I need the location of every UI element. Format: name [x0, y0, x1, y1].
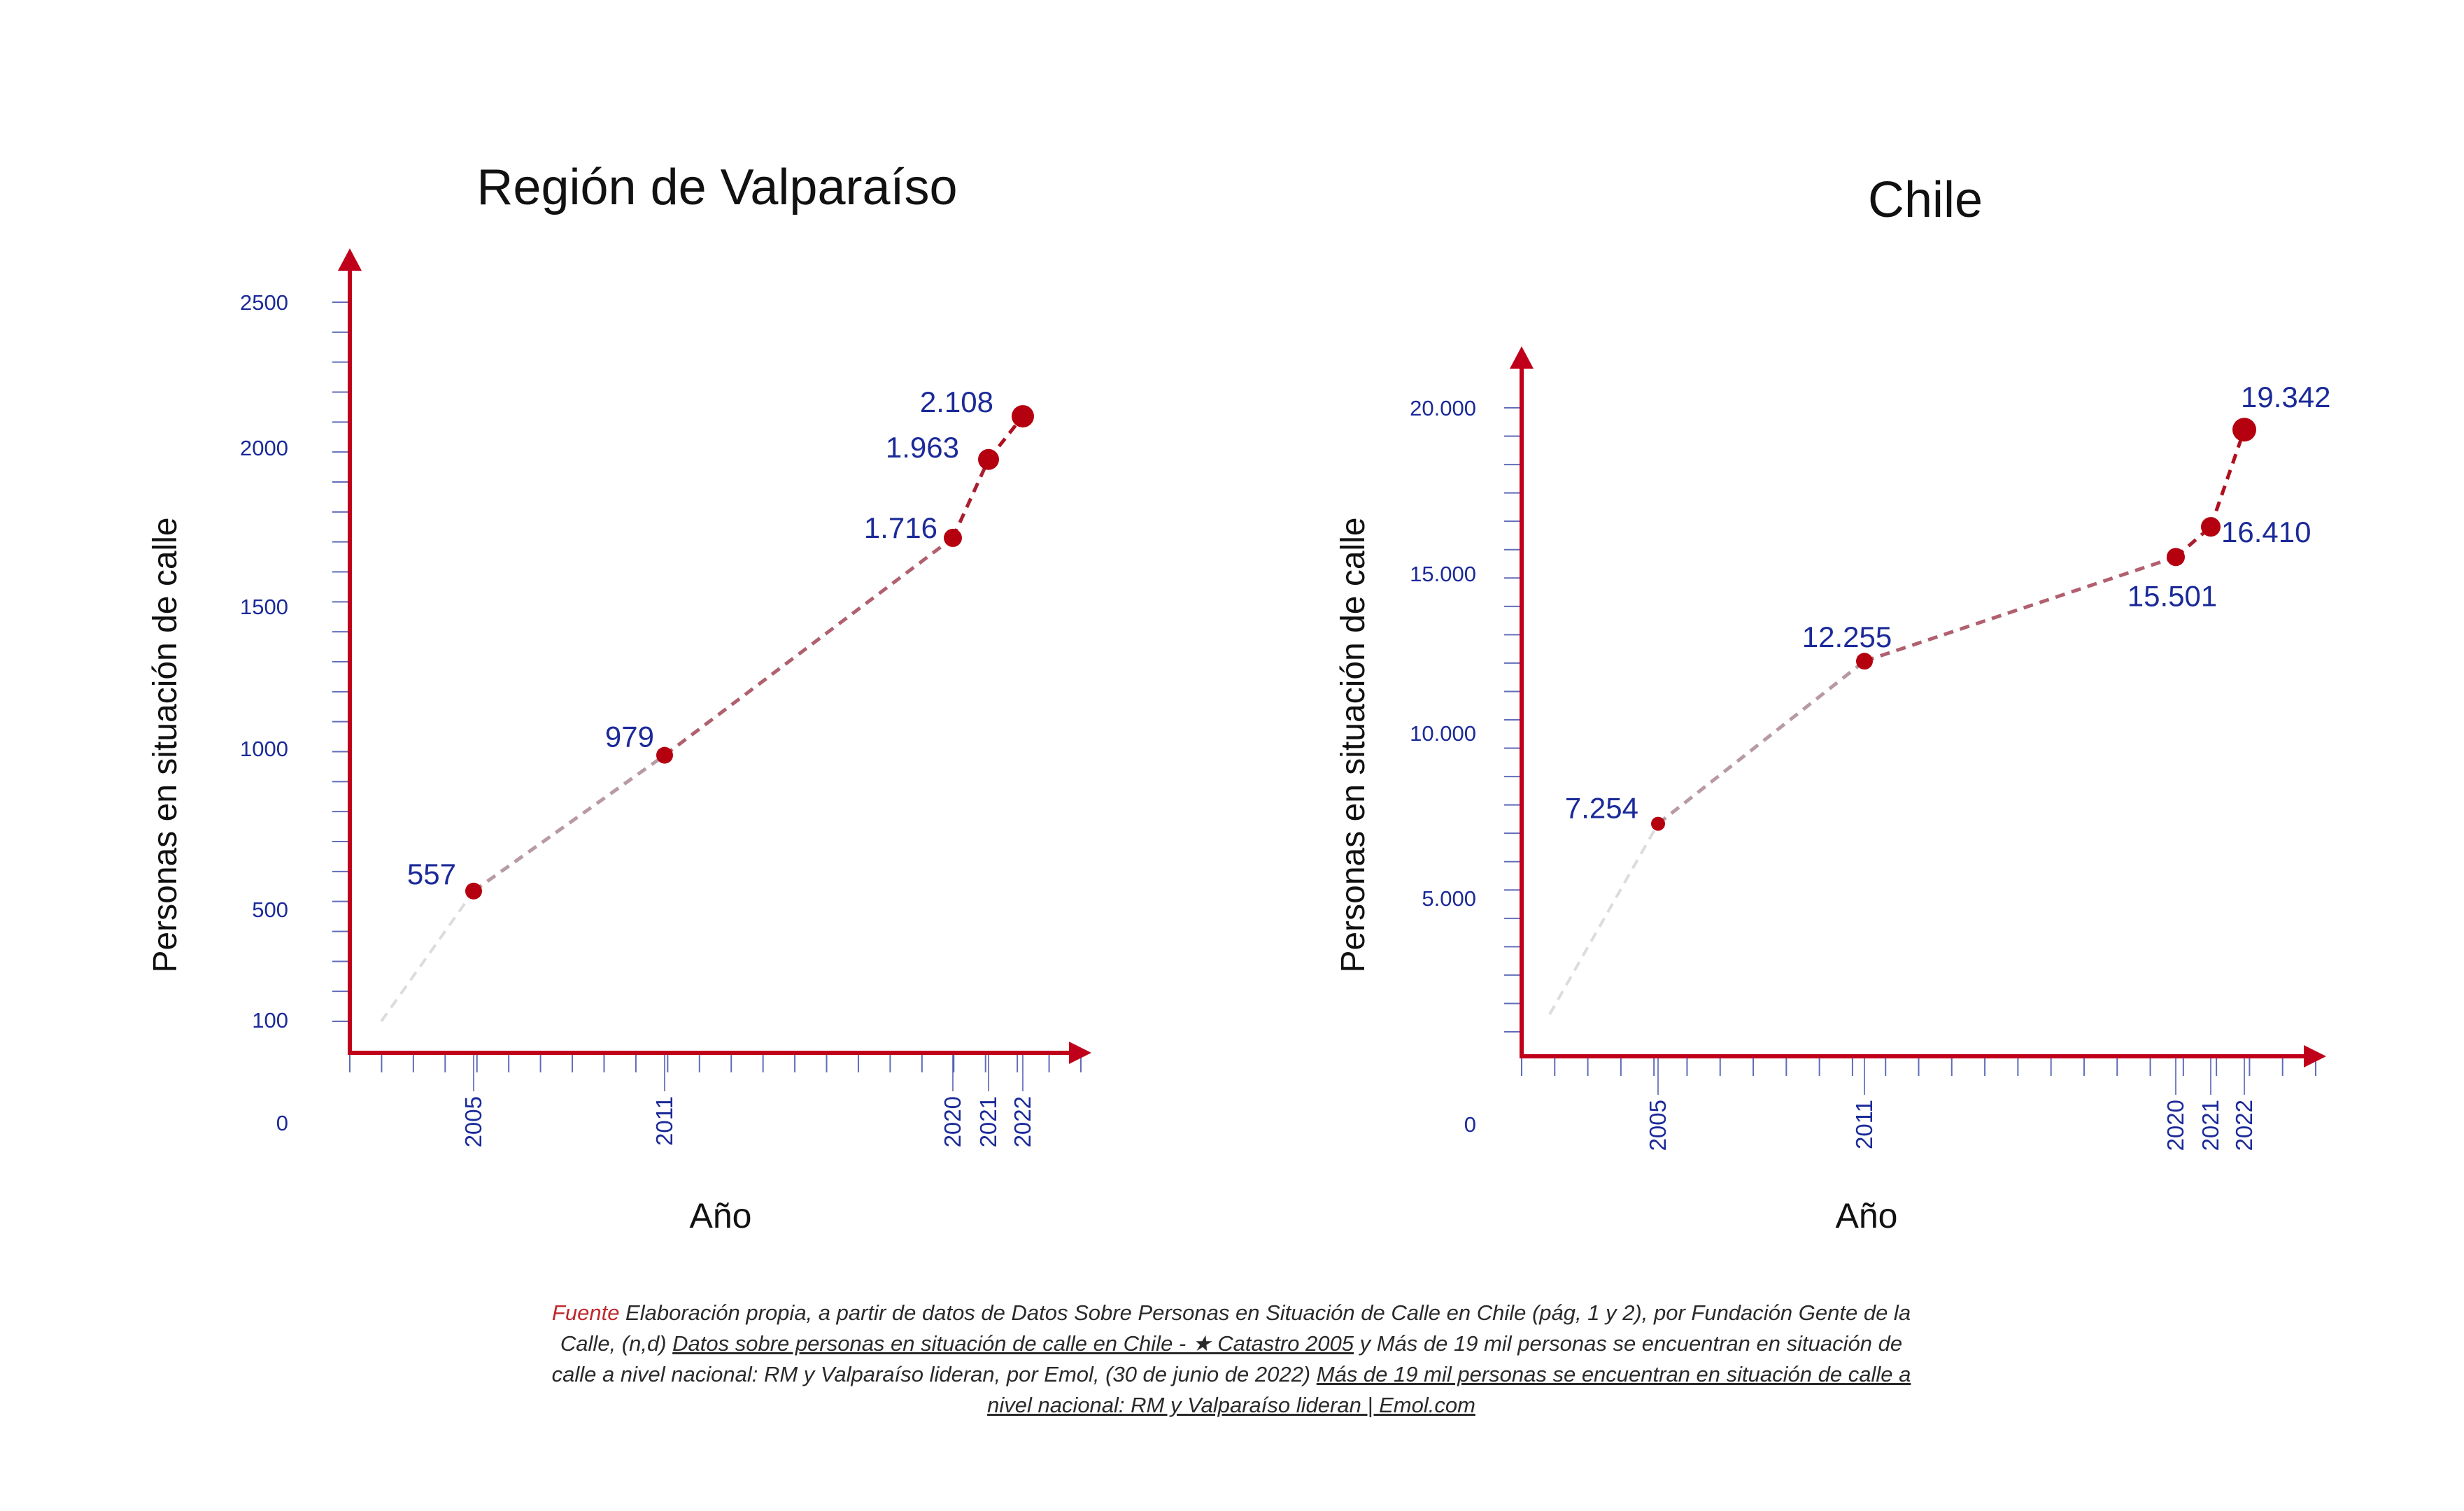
data-point: [2201, 517, 2221, 537]
x-tick-label: 2022: [2231, 1100, 2257, 1151]
data-point: [2167, 548, 2185, 567]
x-tick-label: 2005: [460, 1096, 486, 1147]
x-axis-label: Año: [1836, 1196, 1898, 1235]
y-tick-label: 20.000: [1410, 396, 1476, 420]
data-label: 15.501: [2127, 579, 2217, 612]
x-tick-label: 2021: [975, 1096, 1001, 1147]
data-point: [656, 746, 673, 764]
source-caption: Fuente Elaboración propia, a partir de d…: [546, 1298, 1917, 1421]
chart-title: Región de Valparaíso: [476, 159, 957, 215]
y-axis-arrow: [1510, 346, 1534, 369]
y-tick-label: 1000: [240, 737, 288, 761]
series-line-segment: [2209, 429, 2246, 527]
data-point: [465, 882, 482, 900]
data-label: 12.255: [1802, 620, 1892, 653]
data-label: 2.108: [920, 385, 993, 418]
y-tick-label: 2000: [240, 436, 288, 460]
data-label: 19.342: [2241, 381, 2330, 413]
caption-source-label: Fuente: [551, 1300, 620, 1325]
y-axis-arrow: [338, 248, 362, 271]
x-tick-label: 2011: [651, 1096, 677, 1146]
x-tick-label: 2020: [940, 1096, 965, 1147]
x-axis-label: Año: [690, 1196, 752, 1235]
x-tick-label: 2011: [1851, 1100, 1877, 1149]
data-label: 7.254: [1565, 792, 1638, 825]
caption-link-2[interactable]: Más de 19 mil personas se encuentran en …: [987, 1362, 1911, 1417]
y-tick-label: 0: [1464, 1112, 1476, 1137]
data-point: [978, 448, 999, 470]
data-label: 1.963: [886, 431, 959, 464]
y-axis-label: Personas en situación de calle: [147, 517, 184, 972]
series-line-lead: [1548, 823, 1659, 1015]
y-tick-label: 1500: [240, 595, 288, 619]
x-tick-label: 2021: [2197, 1100, 2223, 1151]
chart-region-valparaiso: Región de Valparaíso Año Personas en situa…: [147, 159, 1091, 1235]
caption-text-2: y Más de 19 mil personas se encuentran e…: [551, 1331, 1903, 1386]
data-point: [1651, 816, 1665, 831]
x-tick-label: 2005: [1645, 1100, 1671, 1151]
data-label: 16.410: [2221, 516, 2311, 548]
y-tick-label: 2500: [240, 290, 288, 315]
data-point: [1856, 653, 1873, 670]
data-point: [1012, 405, 1034, 428]
y-tick-label: 100: [252, 1008, 288, 1033]
data-label: 979: [605, 721, 654, 753]
data-point: [944, 528, 962, 547]
y-tick-label: 500: [252, 898, 288, 922]
data-label: 1.716: [864, 511, 937, 544]
series-line-lead: [380, 890, 475, 1023]
series-line-segment: [1657, 660, 1866, 825]
series-line-segment: [951, 458, 991, 539]
chart-title: Chile: [1868, 172, 1983, 228]
series-line-segment: [663, 536, 954, 757]
y-tick-label: 15.000: [1410, 562, 1476, 586]
x-axis-arrow: [1069, 1042, 1091, 1064]
data-label: 557: [407, 858, 456, 891]
series-line-segment: [1864, 555, 2176, 663]
x-tick-label: 2020: [2162, 1100, 2188, 1151]
y-tick-label: 5.000: [1422, 886, 1476, 911]
caption-link-1[interactable]: Datos sobre personas en situación de cal…: [672, 1331, 1354, 1356]
caption-text-1: Elaboración propia, a partir de datos de…: [560, 1300, 1911, 1356]
series-line-segment: [472, 753, 666, 893]
x-axis-arrow: [2304, 1045, 2326, 1067]
data-point: [2232, 418, 2256, 442]
y-tick-label: 10.000: [1410, 721, 1476, 746]
x-tick-label: 2022: [1010, 1096, 1035, 1147]
y-tick-label: 0: [276, 1111, 288, 1135]
y-axis-label: Personas en situación de calle: [1335, 517, 1372, 972]
chart-chile: Chile Año Personas en situación de calle 0 5…: [1335, 172, 2330, 1235]
